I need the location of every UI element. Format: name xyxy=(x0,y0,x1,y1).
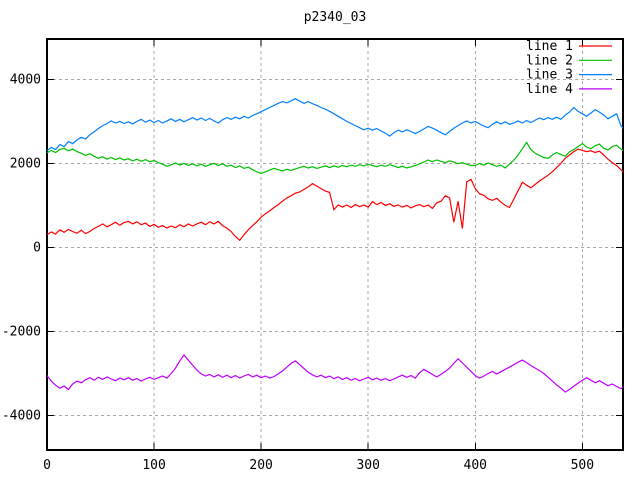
legend-entry: line 2 xyxy=(526,53,612,68)
chart-title: p2340_03 xyxy=(304,10,367,25)
x-tick-label: 500 xyxy=(571,458,594,473)
legend-entry: line 4 xyxy=(526,82,612,97)
axis-labels: 0 100 200 300 400 500 -4000 -2000 0 2000 4000 xyxy=(2,72,594,473)
x-tick-label: 200 xyxy=(249,458,272,473)
legend-label: line 1 xyxy=(526,39,573,54)
y-tick-label: 2000 xyxy=(10,156,41,171)
x-tick-label: 400 xyxy=(464,458,487,473)
y-tick-label: 4000 xyxy=(10,72,41,87)
series-line-1 xyxy=(47,148,623,242)
series-line-2 xyxy=(47,141,623,175)
legend-label: line 3 xyxy=(526,68,573,83)
legend-label: line 2 xyxy=(526,53,573,68)
series-line-3 xyxy=(47,98,623,152)
gridlines xyxy=(46,39,623,450)
x-tick-label: 0 xyxy=(43,458,51,473)
y-tick-label: -2000 xyxy=(2,324,41,339)
axis-ticks xyxy=(46,39,623,450)
series-lines xyxy=(47,98,623,393)
legend-label: line 4 xyxy=(526,82,573,97)
x-tick-label: 100 xyxy=(142,458,165,473)
plot-border xyxy=(46,38,624,451)
x-tick-label: 300 xyxy=(356,458,379,473)
legend-entry: line 3 xyxy=(526,68,612,83)
legend-entry: line 1 xyxy=(526,39,612,54)
series-line-4 xyxy=(47,354,623,393)
y-tick-label: 0 xyxy=(33,240,41,255)
y-tick-label: -4000 xyxy=(2,409,41,424)
